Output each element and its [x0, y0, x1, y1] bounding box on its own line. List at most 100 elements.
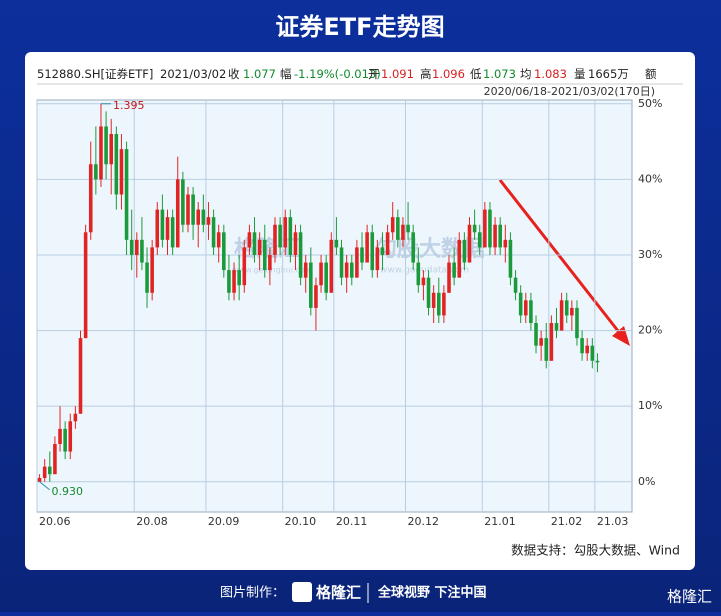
candle-body [114, 134, 119, 195]
candle-body [416, 262, 421, 286]
candle-body [242, 247, 247, 286]
candle-body [227, 270, 231, 293]
info-item: 额 [645, 67, 657, 81]
candle-body [452, 262, 456, 278]
candle-body [493, 224, 497, 248]
info-item: 512880.SH[证券ETF] [37, 67, 153, 81]
candle-body [457, 239, 462, 278]
info-item: 1.073 [483, 67, 516, 81]
candle-body [201, 209, 206, 225]
candle-body [68, 421, 73, 452]
candle-body [99, 126, 103, 180]
candle-body [78, 338, 83, 414]
annotation: 1.395 [113, 99, 144, 112]
annotation: 0.930 [52, 485, 84, 498]
candle-body [150, 247, 154, 293]
info-item: 高 [420, 67, 432, 81]
y-tick-label: 20% [638, 324, 662, 337]
info-item: 1.091 [381, 67, 414, 81]
candle-body [319, 262, 323, 286]
x-tick-label: 20.12 [408, 515, 440, 528]
candle-body [273, 224, 277, 255]
candle-body [309, 262, 313, 308]
x-tick-label: 20.06 [39, 515, 71, 528]
candle-body [442, 292, 446, 316]
candle-body [390, 217, 395, 233]
candle-body [421, 277, 426, 286]
candle-body [222, 232, 226, 271]
candle-body [513, 277, 518, 293]
logo [292, 582, 312, 602]
candle-body [124, 149, 129, 240]
candle-body [590, 345, 595, 361]
info-item: 收 [228, 67, 240, 81]
candle-body [155, 209, 160, 248]
x-tick-label: 20.08 [136, 515, 168, 528]
candle-body [83, 232, 88, 339]
title: 证券ETF走势图 [275, 13, 444, 41]
candle-body [175, 179, 180, 248]
candle-body [339, 247, 344, 278]
candle-body [58, 428, 62, 444]
y-tick-label: 50% [638, 97, 662, 110]
y-tick-label: 30% [638, 248, 662, 261]
candle-body [104, 126, 108, 165]
candle-body [252, 232, 257, 255]
plot-area [36, 99, 633, 513]
candle-body [135, 239, 139, 255]
candle-body [436, 292, 441, 316]
candle-body [262, 239, 267, 271]
x-tick-label: 20.11 [336, 515, 368, 528]
candle-body [314, 285, 318, 308]
candle-body [488, 209, 492, 248]
x-tick-label: 20.09 [208, 515, 240, 528]
candle-body [431, 292, 436, 308]
candle-body [575, 307, 579, 339]
candle-body [503, 239, 508, 248]
candle-body [211, 217, 216, 248]
info-item: 1.083 [534, 67, 567, 81]
candle-body [94, 164, 98, 180]
candle-body [580, 338, 584, 354]
candle-body [73, 413, 78, 422]
candle-body [472, 224, 477, 233]
candle-body [401, 224, 405, 240]
info-item: 1.077 [243, 67, 276, 81]
candle-body [385, 232, 390, 255]
info-item: 幅 [280, 67, 292, 81]
candle-body [570, 307, 574, 316]
candle-body [181, 179, 185, 225]
x-tick-label: 21.01 [484, 515, 516, 528]
candle-body [288, 217, 293, 255]
candle-body [523, 300, 528, 316]
watermark: www.gogudata.com [380, 266, 469, 276]
candle-body [360, 247, 364, 263]
candle-body [63, 428, 67, 452]
candle-body [257, 239, 262, 255]
candle-body [534, 323, 538, 346]
candle-body [549, 323, 554, 361]
watermark: 勾股大数据 [375, 236, 485, 262]
x-tick-label: 20.10 [285, 515, 317, 528]
candle-body [53, 443, 57, 475]
footer-corner: 格隆汇 [667, 588, 712, 606]
candle-body [119, 149, 124, 195]
candle-body [355, 247, 359, 278]
x-tick-label: 21.02 [551, 515, 583, 528]
candle-body [206, 217, 211, 225]
candle-body [247, 232, 252, 248]
candle-body [88, 164, 93, 233]
y-tick-label: 10% [638, 399, 662, 412]
info-item: 1.096 [432, 67, 465, 81]
candle-body [559, 300, 564, 331]
footer-slogan: 全球视野 下注中国 [377, 585, 487, 601]
candle-body [344, 262, 349, 278]
candle-body [186, 194, 190, 225]
footer-brand: 格隆汇 [316, 584, 361, 602]
candle-body [477, 232, 482, 248]
candle-body [334, 239, 339, 248]
candle-body [140, 239, 144, 263]
info-item: 1665万 [588, 67, 629, 81]
info-item: 2021/03/02 [160, 67, 226, 81]
